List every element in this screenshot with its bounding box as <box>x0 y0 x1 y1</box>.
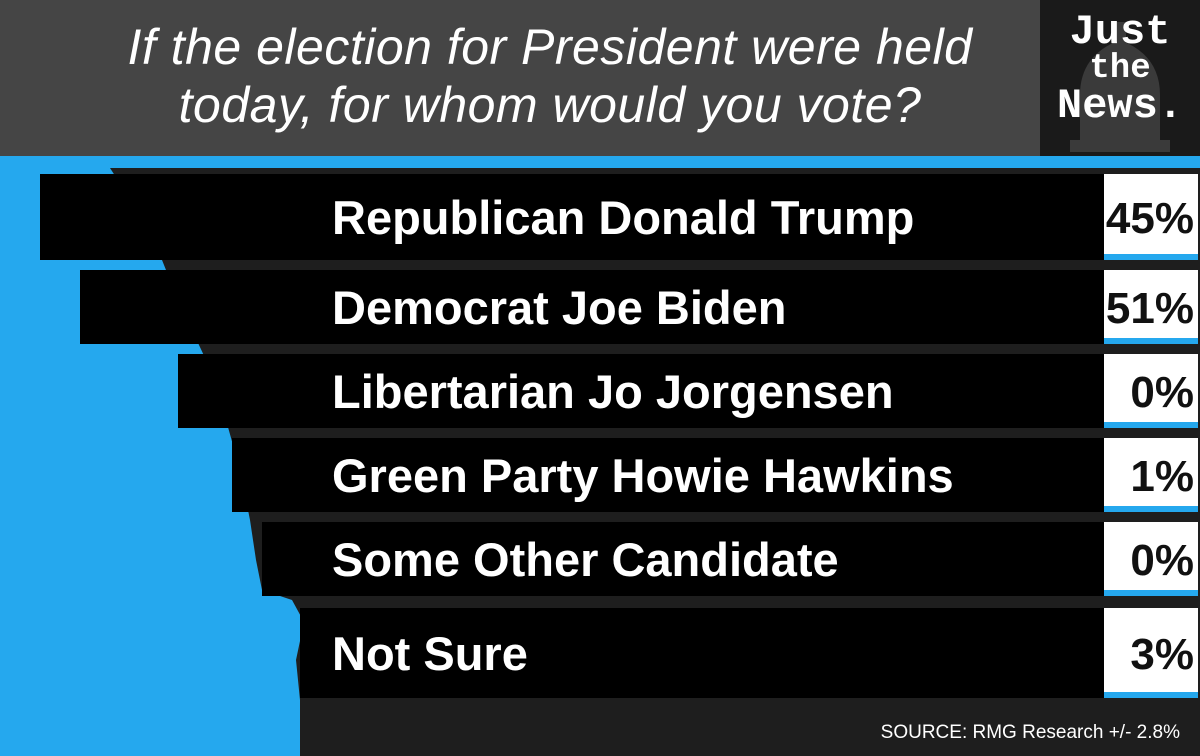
percent-box-underline <box>1104 422 1198 428</box>
percent-box <box>1104 438 1198 506</box>
percent-box-underline <box>1104 338 1198 344</box>
poll-row: Not Sure 3% <box>300 608 1198 698</box>
row-bar <box>178 354 1104 428</box>
poll-row: Some Other Candidate 0% <box>262 522 1198 596</box>
title-line-2: today, for whom would you vote? <box>178 77 922 133</box>
row-bar <box>262 522 1104 596</box>
percent-box <box>1104 270 1198 338</box>
title-line-1: If the election for President were held <box>127 19 973 75</box>
logo-text-news: News. <box>1056 82 1184 130</box>
logo-text-just: Just <box>1069 8 1171 56</box>
header-accent-stripe <box>0 156 1200 168</box>
row-bar <box>80 270 1104 344</box>
poll-row: Green Party Howie Hawkins 1% <box>232 438 1198 512</box>
percent-box <box>1104 608 1198 692</box>
poll-row: Republican Donald Trump 45% <box>40 174 1198 260</box>
candidate-label: Some Other Candidate <box>332 533 839 586</box>
percent-value: 51% <box>1106 284 1194 333</box>
percent-value: 0% <box>1130 368 1194 417</box>
poll-row: Democrat Joe Biden 51% <box>80 270 1198 344</box>
row-bar <box>300 608 1104 698</box>
percent-value: 1% <box>1130 452 1194 501</box>
row-bar <box>40 174 1104 260</box>
percent-value: 0% <box>1130 536 1194 585</box>
percent-box <box>1104 354 1198 422</box>
logo-text-the: the <box>1089 50 1151 88</box>
candidate-label: Democrat Joe Biden <box>332 281 786 334</box>
logo-dome-icon <box>1070 22 1170 152</box>
percent-value: 3% <box>1130 630 1194 679</box>
candidate-label: Not Sure <box>332 627 528 680</box>
just-the-news-logo: Just the News. <box>1040 0 1200 156</box>
poll-row: Libertarian Jo Jorgensen 0% <box>178 354 1198 428</box>
percent-box-underline <box>1104 692 1198 698</box>
candidate-label: Republican Donald Trump <box>332 191 914 244</box>
percent-box <box>1104 174 1198 254</box>
candidate-label: Libertarian Jo Jorgensen <box>332 365 894 418</box>
source-note: SOURCE: RMG Research +/- 2.8% <box>880 722 1180 743</box>
candidate-label: Green Party Howie Hawkins <box>332 449 954 502</box>
percent-value: 45% <box>1106 194 1194 243</box>
percent-box <box>1104 522 1198 590</box>
poll-question-title: If the election for President were held … <box>70 18 1030 134</box>
header-band <box>0 0 1040 156</box>
percent-box-underline <box>1104 254 1198 260</box>
percent-box-underline <box>1104 506 1198 512</box>
row-bar <box>232 438 1104 512</box>
percent-box-underline <box>1104 590 1198 596</box>
